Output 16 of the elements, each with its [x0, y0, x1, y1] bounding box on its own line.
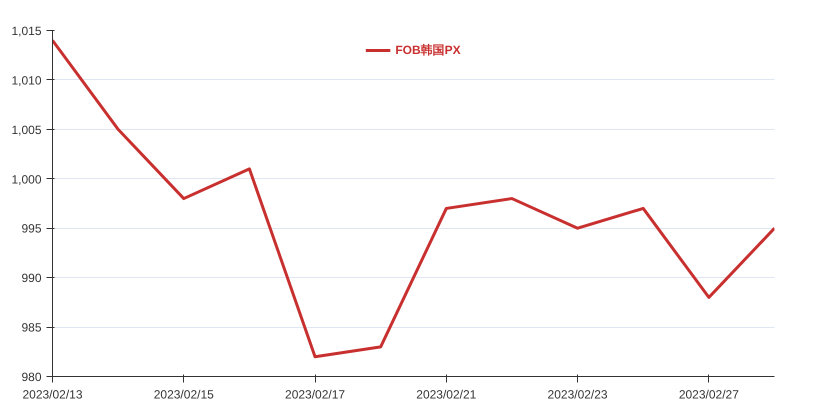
line-series	[52, 38, 774, 358]
y-tick-label: 1,005	[11, 122, 42, 137]
x-tick-label: 2023/02/23	[548, 388, 608, 402]
y-tick-label: 985	[21, 320, 42, 335]
x-tick-label: 2023/02/15	[154, 388, 214, 402]
legend-label: FOB韩国PX	[395, 42, 461, 58]
y-tick-label: 1,015	[11, 24, 42, 38]
x-tick-label: 2023/02/21	[416, 388, 477, 402]
y-tick-label: 1,000	[11, 172, 42, 186]
y-tick-label: 990	[21, 271, 42, 286]
y-tick-label: 980	[21, 370, 42, 384]
x-tick-label: 2023/02/27	[678, 388, 740, 402]
x-tick-label: 2023/02/13	[22, 388, 83, 402]
x-tick-label: 2023/02/17	[285, 388, 346, 402]
y-tick-label: 995	[21, 222, 42, 236]
y-tick-label: 1,010	[11, 73, 42, 88]
